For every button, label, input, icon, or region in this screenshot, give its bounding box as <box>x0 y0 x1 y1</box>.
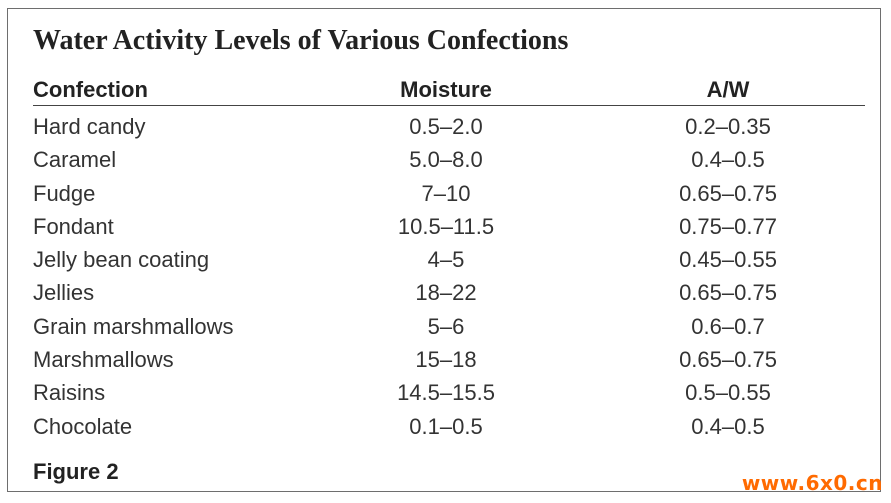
table-row: Raisins 14.5–15.5 0.5–0.55 <box>33 378 865 411</box>
confection-cell: Marshmallows <box>33 347 174 373</box>
header-aw: A/W <box>706 77 750 102</box>
table-row: Caramel 5.0–8.0 0.4–0.5 <box>33 145 865 178</box>
moisture-cell: 10.5–11.5 <box>397 213 495 239</box>
table-row: Fudge 7–10 0.65–0.75 <box>33 179 865 212</box>
table-row: Grain marshmallows 5–6 0.6–0.7 <box>33 312 865 345</box>
header-confection: Confection <box>33 77 148 102</box>
moisture-cell: 14.5–15.5 <box>397 380 495 406</box>
moisture-cell: 4–5 <box>427 247 465 273</box>
confection-cell: Raisins <box>33 380 106 406</box>
confection-cell: Hard candy <box>33 114 146 139</box>
table-row: Hard candy 0.5–2.0 0.2–0.35 <box>33 112 865 145</box>
aw-cell: 0.2–0.35 <box>685 114 771 139</box>
table-row: Jelly bean coating 4–5 0.45–0.55 <box>33 245 865 278</box>
table-row: Fondant 10.5–11.5 0.75–0.77 <box>33 212 865 245</box>
aw-cell: 0.65–0.75 <box>679 280 777 306</box>
table-row: Marshmallows 15–18 0.65–0.75 <box>33 345 865 378</box>
confection-cell: Fudge <box>33 180 96 206</box>
moisture-cell: 18–22 <box>415 280 477 306</box>
aw-cell: 0.65–0.75 <box>679 180 777 206</box>
confection-cell: Grain marshmallows <box>33 313 234 339</box>
moisture-cell: 5.0–8.0 <box>409 147 483 173</box>
confection-cell: Caramel <box>33 147 117 173</box>
table-header: Confection Moisture A/W <box>33 73 865 106</box>
moisture-cell: 5–6 <box>427 313 465 339</box>
table-body: Hard candy 0.5–2.0 0.2–0.35 Caramel 5.0–… <box>33 112 865 445</box>
aw-cell: 0.4–0.5 <box>691 147 765 173</box>
watermark: www.6x0.cn <box>741 471 883 495</box>
aw-cell: 0.4–0.5 <box>691 413 765 439</box>
moisture-cell: 15–18 <box>415 347 477 373</box>
confection-cell: Chocolate <box>33 413 133 439</box>
table-row: Jellies 18–22 0.65–0.75 <box>33 278 865 311</box>
moisture-cell: 0.5–2.0 <box>409 114 483 139</box>
figure-frame: Water Activity Levels of Various Confect… <box>7 8 881 492</box>
table-row: Chocolate 0.1–0.5 0.4–0.5 <box>33 412 865 445</box>
aw-cell: 0.6–0.7 <box>691 313 765 339</box>
confection-cell: Jelly bean coating <box>33 247 210 273</box>
aw-cell: 0.5–0.55 <box>685 380 771 406</box>
figure-caption: Figure 2 <box>33 459 119 484</box>
aw-cell: 0.65–0.75 <box>679 347 777 373</box>
moisture-cell: 7–10 <box>421 180 471 206</box>
aw-cell: 0.75–0.77 <box>679 213 777 239</box>
moisture-cell: 0.1–0.5 <box>409 413 483 439</box>
confection-cell: Fondant <box>33 213 114 239</box>
aw-cell: 0.45–0.55 <box>679 247 777 273</box>
confection-cell: Jellies <box>33 280 95 306</box>
table-title: Water Activity Levels of Various Confect… <box>33 25 569 56</box>
header-moisture: Moisture <box>400 77 492 102</box>
